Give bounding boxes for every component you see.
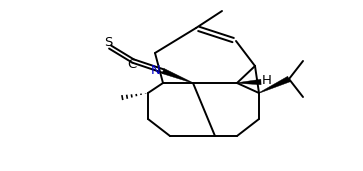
- Text: S: S: [104, 36, 112, 49]
- Polygon shape: [237, 79, 261, 85]
- Text: N: N: [151, 63, 161, 76]
- Polygon shape: [162, 68, 193, 83]
- Text: C: C: [127, 57, 136, 70]
- Text: H: H: [262, 75, 272, 88]
- Polygon shape: [259, 76, 290, 93]
